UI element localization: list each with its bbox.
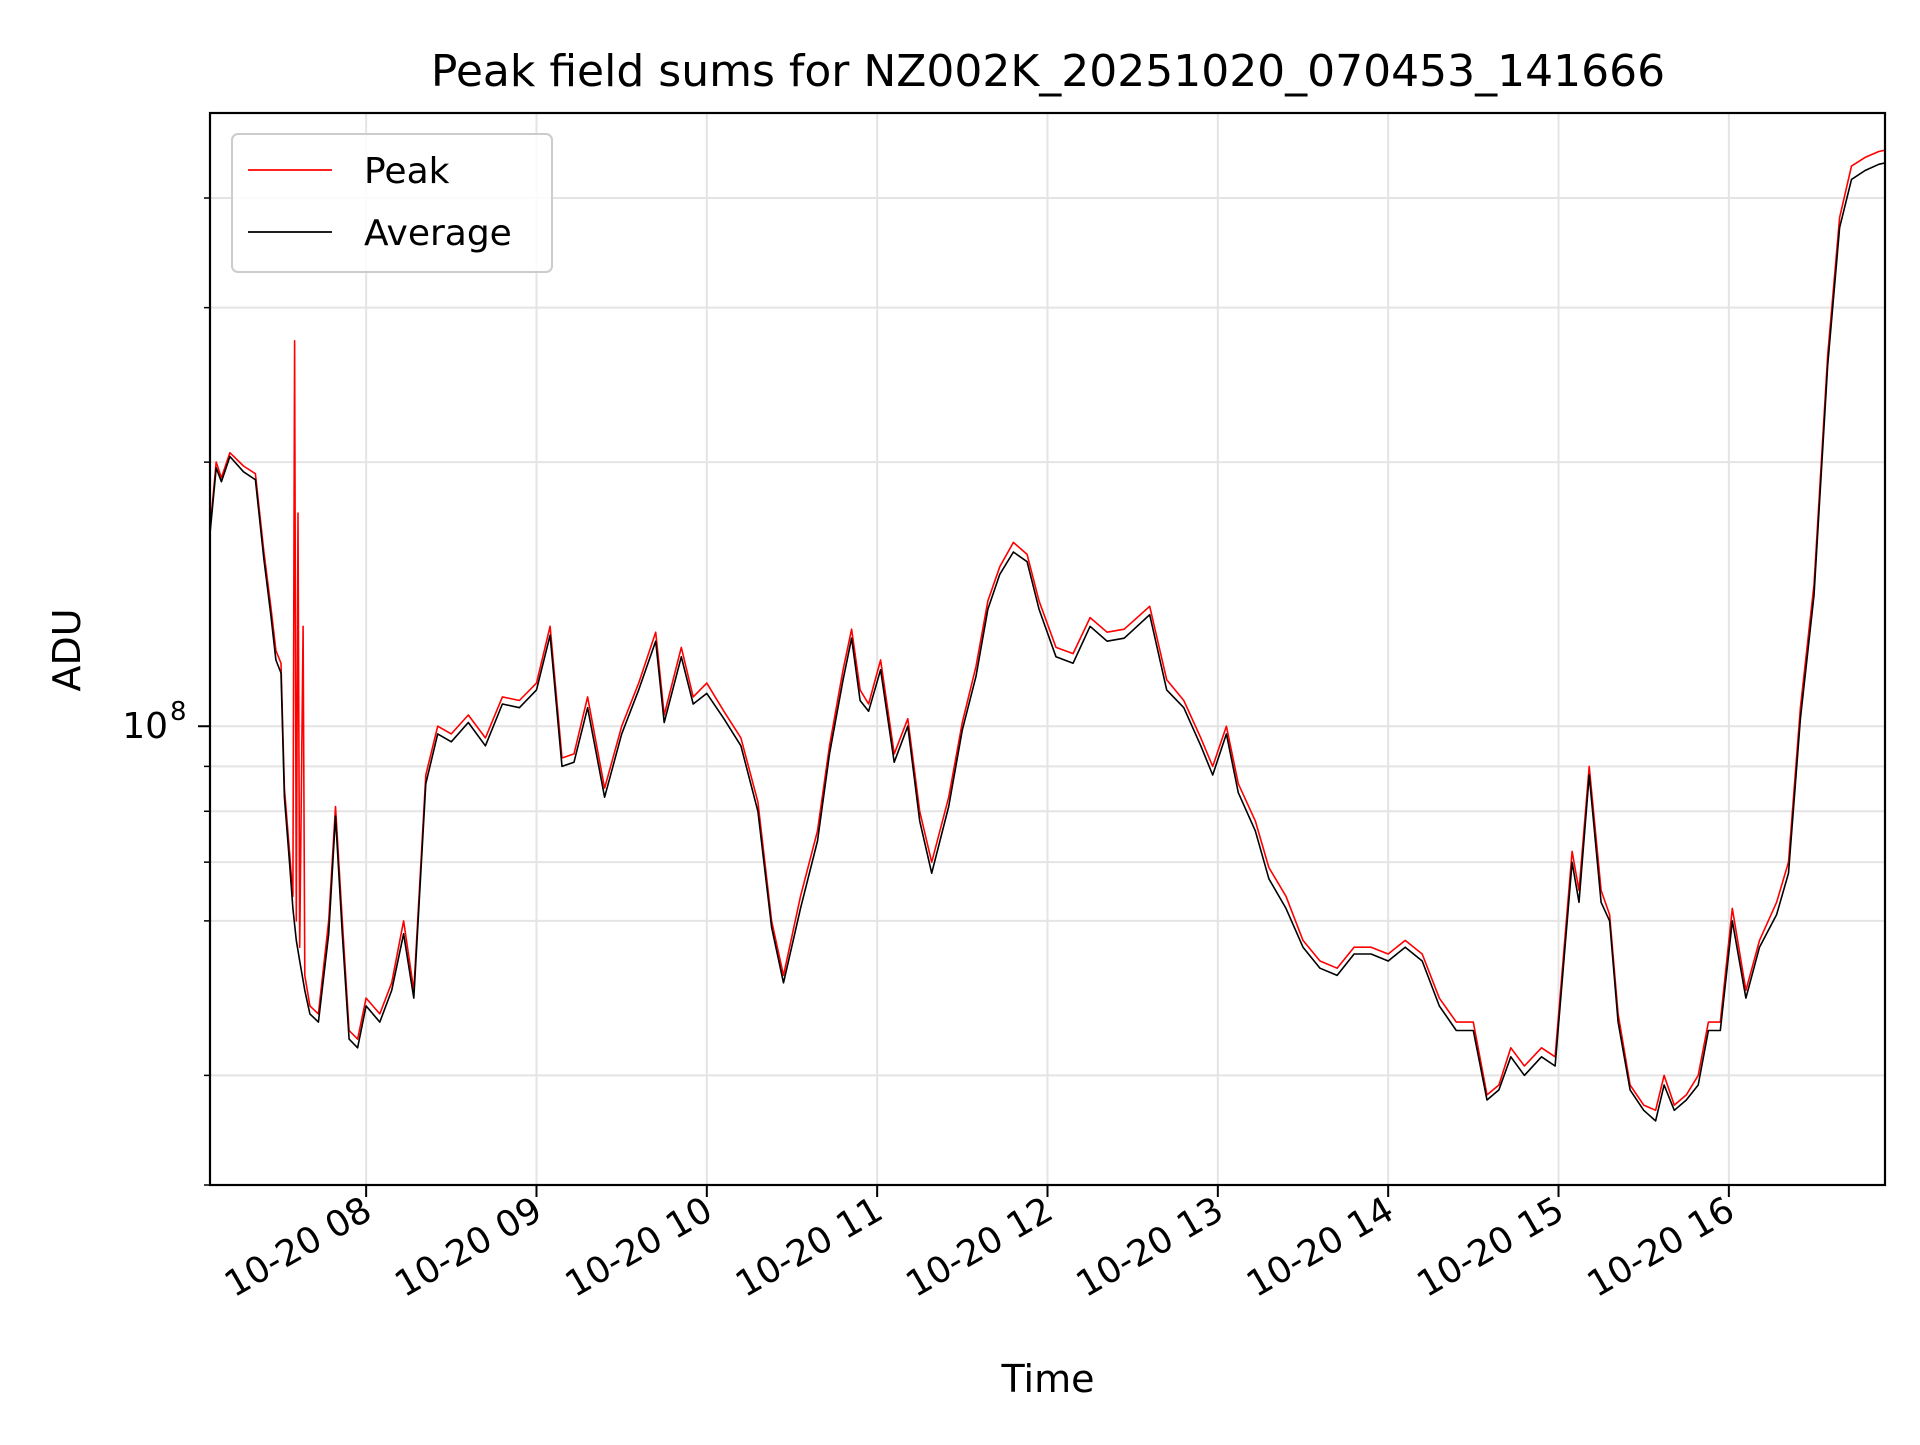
y-axis-label: ADU xyxy=(45,608,89,691)
chart-title: Peak field sums for NZ002K_20251020_0704… xyxy=(431,46,1665,97)
y-tick-exponent: 8 xyxy=(170,697,187,727)
y-tick-label: 10 xyxy=(122,706,168,747)
x-axis-label: Time xyxy=(1001,1357,1095,1401)
legend: Peak Average xyxy=(231,133,553,273)
legend-label-peak: Peak xyxy=(364,151,450,192)
legend-box xyxy=(231,133,553,273)
series-layer xyxy=(210,149,1885,1122)
legend-label-average: Average xyxy=(364,213,512,254)
series-line-average xyxy=(210,162,1885,1122)
